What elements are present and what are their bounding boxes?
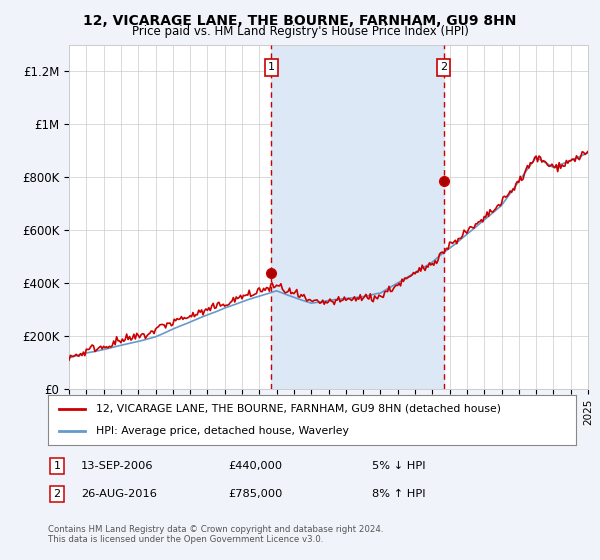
Text: 12, VICARAGE LANE, THE BOURNE, FARNHAM, GU9 8HN: 12, VICARAGE LANE, THE BOURNE, FARNHAM, … <box>83 14 517 28</box>
Text: This data is licensed under the Open Government Licence v3.0.: This data is licensed under the Open Gov… <box>48 535 323 544</box>
Text: 12, VICARAGE LANE, THE BOURNE, FARNHAM, GU9 8HN (detached house): 12, VICARAGE LANE, THE BOURNE, FARNHAM, … <box>95 404 500 414</box>
Text: 1: 1 <box>268 62 275 72</box>
Text: HPI: Average price, detached house, Waverley: HPI: Average price, detached house, Wave… <box>95 426 349 436</box>
Text: 8% ↑ HPI: 8% ↑ HPI <box>372 489 425 499</box>
Text: 2: 2 <box>53 489 61 499</box>
Text: Contains HM Land Registry data © Crown copyright and database right 2024.: Contains HM Land Registry data © Crown c… <box>48 525 383 534</box>
Text: 5% ↓ HPI: 5% ↓ HPI <box>372 461 425 471</box>
Text: 2: 2 <box>440 62 447 72</box>
Text: £785,000: £785,000 <box>228 489 283 499</box>
Text: Price paid vs. HM Land Registry's House Price Index (HPI): Price paid vs. HM Land Registry's House … <box>131 25 469 38</box>
Text: 1: 1 <box>53 461 61 471</box>
Text: 26-AUG-2016: 26-AUG-2016 <box>81 489 157 499</box>
Bar <box>271 45 443 389</box>
Text: £440,000: £440,000 <box>228 461 282 471</box>
Text: 13-SEP-2006: 13-SEP-2006 <box>81 461 154 471</box>
